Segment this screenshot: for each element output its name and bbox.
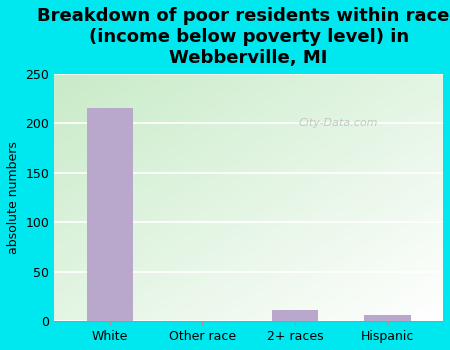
Title: Breakdown of poor residents within races
(income below poverty level) in
Webberv: Breakdown of poor residents within races…: [37, 7, 450, 66]
Bar: [364, 315, 411, 321]
Text: City-Data.com: City-Data.com: [298, 118, 378, 128]
Bar: [87, 108, 133, 321]
Bar: [272, 310, 318, 321]
Y-axis label: absolute numbers: absolute numbers: [7, 141, 20, 254]
